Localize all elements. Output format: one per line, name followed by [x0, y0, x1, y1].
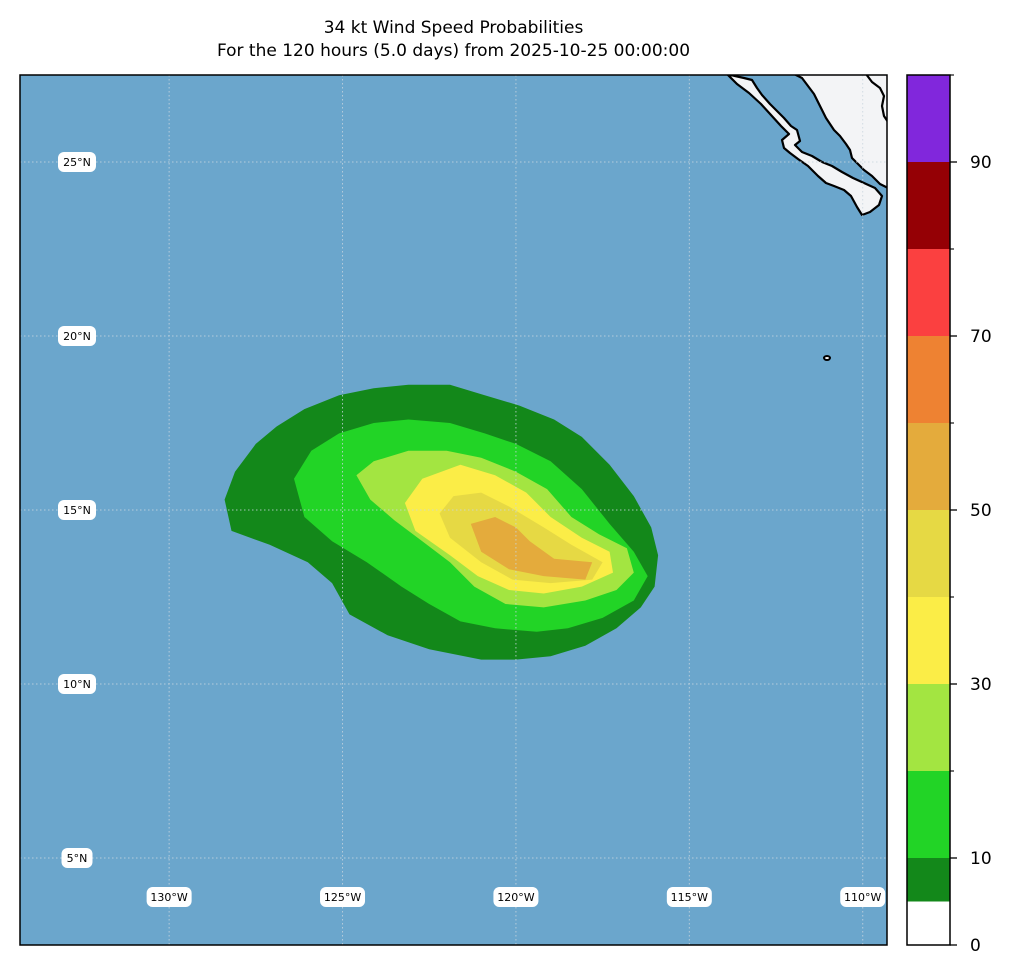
contour-50-60: [470, 517, 593, 580]
land-layer: [726, 75, 887, 361]
chart-subtitle: For the 120 hours (5.0 days) from 2025-1…: [216, 41, 691, 61]
colorbar-band-0-5: [907, 901, 950, 945]
colorbar-tick-label-0: 0: [970, 936, 981, 956]
svg-text:5°N: 5°N: [67, 852, 88, 865]
svg-text:10°N: 10°N: [63, 678, 91, 691]
svg-text:115°W: 115°W: [671, 891, 708, 904]
svg-text:120°W: 120°W: [497, 891, 534, 904]
map-frame: [19, 74, 888, 946]
lon-label-4: 110°W: [840, 887, 886, 907]
colorbar-band-5-10: [907, 858, 950, 902]
gridlines: [20, 75, 887, 945]
lon-label-0: 130°W: [146, 887, 192, 907]
lat-label-0: 5°N: [61, 848, 93, 868]
svg-text:15°N: 15°N: [63, 504, 91, 517]
colorbar-tick-label-10: 10: [970, 849, 992, 869]
colorbar-band-90-100: [907, 75, 950, 162]
lat-label-4: 25°N: [58, 152, 96, 172]
colorbar-tick-label-50: 50: [970, 501, 992, 521]
svg-text:130°W: 130°W: [150, 891, 187, 904]
lon-label-1: 125°W: [320, 887, 366, 907]
colorbar-band-40-50: [907, 510, 950, 597]
colorbar-tick-label-90: 90: [970, 153, 992, 173]
colorbar-tick-label-30: 30: [970, 675, 992, 695]
colorbar-band-20-30: [907, 684, 950, 771]
colorbar-band-10-20: [907, 771, 950, 858]
svg-text:25°N: 25°N: [63, 156, 91, 169]
latitude-labels: 5°N 10°N 15°N 20°N 25°N: [58, 152, 96, 868]
colorbar-band-30-40: [907, 597, 950, 684]
island-socorro: [823, 355, 831, 361]
lat-label-2: 15°N: [58, 500, 96, 520]
svg-text:20°N: 20°N: [63, 330, 91, 343]
colorbar-band-50-60: [907, 423, 950, 510]
lat-label-1: 10°N: [58, 674, 96, 694]
colorbar-band-80-90: [907, 162, 950, 249]
svg-text:125°W: 125°W: [324, 891, 361, 904]
mexico-mainland-coast: [793, 75, 887, 189]
probability-contours: [224, 384, 659, 660]
baja-california-landmass: [726, 75, 884, 217]
chart-title: 34 kt Wind Speed Probabilities: [323, 18, 584, 38]
colorbar: 0 10 30 50 70 90: [906, 74, 992, 956]
colorbar-tick-label-70: 70: [970, 327, 992, 347]
lat-label-3: 20°N: [58, 326, 96, 346]
colorbar-band-60-70: [907, 336, 950, 423]
lon-label-3: 115°W: [666, 887, 712, 907]
mexico-coast-north: [865, 75, 887, 123]
lon-label-2: 120°W: [493, 887, 539, 907]
colorbar-band-70-80: [907, 249, 950, 336]
svg-text:110°W: 110°W: [844, 891, 881, 904]
longitude-labels: 130°W 125°W 120°W 115°W 110°W: [146, 887, 886, 907]
